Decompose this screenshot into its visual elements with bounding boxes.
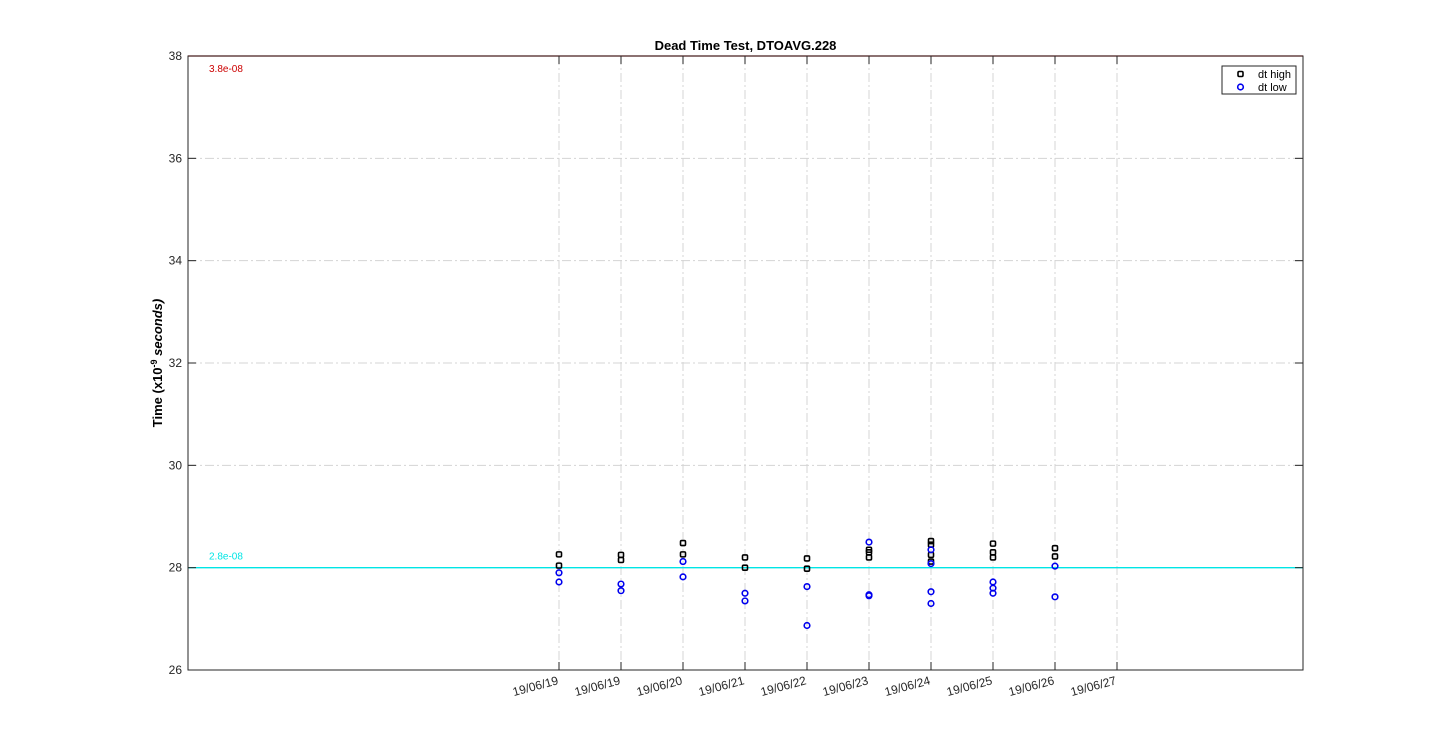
data-point-dt-low [555, 569, 563, 577]
y-tick-label: 32 [169, 356, 183, 370]
data-point-dt-high [741, 564, 749, 571]
data-points [555, 537, 1059, 630]
data-point-dt-low [865, 538, 873, 546]
data-point-dt-low [803, 582, 811, 591]
data-point-dt-low [679, 557, 687, 566]
y-axis-label-unit: seconds) [150, 299, 165, 360]
reference-line-label: 3.8e-08 [209, 64, 243, 75]
data-point-dt-low [679, 573, 687, 581]
y-tick-label: 28 [169, 561, 183, 575]
x-tick-label: 19/06/24 [883, 673, 932, 699]
data-point-dt-low [927, 588, 935, 596]
data-point-dt-low [927, 559, 935, 568]
legend-box [1221, 65, 1297, 95]
data-point-dt-low [741, 589, 749, 597]
legend-label: dt low [1258, 82, 1287, 94]
data-point-dt-high [1051, 553, 1059, 560]
legend-marker-dt-high [1237, 70, 1244, 78]
data-point-dt-high [555, 562, 563, 569]
data-point-dt-high [679, 539, 687, 547]
data-point-dt-low [927, 599, 935, 608]
x-tick-label: 19/06/25 [945, 673, 994, 699]
y-tick-label: 38 [169, 49, 183, 63]
data-point-dt-high [1051, 544, 1059, 552]
data-point-dt-high [803, 565, 811, 572]
data-point-dt-low [741, 597, 749, 605]
grid [188, 56, 1303, 670]
data-point-dt-low [555, 578, 563, 586]
x-tick-label: 19/06/27 [1069, 673, 1118, 699]
data-point-dt-high [555, 551, 563, 558]
data-point-dt-low [617, 580, 625, 588]
x-tick-label: 19/06/20 [635, 673, 684, 699]
data-point-dt-low [1051, 593, 1059, 601]
data-point-dt-high [617, 556, 625, 564]
reference-line-label: 2.8e-08 [209, 552, 243, 563]
y-tick-label: 30 [169, 458, 183, 472]
x-tick-label: 19/06/23 [821, 673, 870, 699]
data-point-dt-high [679, 551, 687, 558]
y-axis-label-exponent: -9 [149, 359, 159, 367]
y-tick-label: 36 [169, 151, 183, 165]
x-tick-label: 19/06/19 [511, 673, 560, 699]
y-tick-label: 26 [169, 663, 183, 677]
data-point-dt-low [1051, 562, 1059, 570]
legend-label: dt high [1258, 69, 1291, 81]
x-tick-label: 19/06/26 [1007, 673, 1056, 699]
x-tick-label: 19/06/21 [697, 673, 746, 699]
x-tick-label: 19/06/19 [573, 673, 622, 699]
y-axis-label: Time (x10-9 seconds) [149, 299, 165, 427]
data-point-dt-high [989, 540, 997, 547]
data-point-dt-high [865, 554, 873, 561]
data-point-dt-low [865, 592, 873, 600]
data-point-dt-low [927, 546, 935, 554]
data-point-dt-low [803, 621, 811, 630]
data-point-dt-high [927, 537, 935, 545]
y-axis-label-main: Time (x10 [150, 367, 165, 427]
y-tick-label: 34 [169, 254, 183, 268]
x-tick-label: 19/06/22 [759, 673, 808, 699]
legend-marker-dt-low [1236, 83, 1245, 91]
chart-title: Dead Time Test, DTOAVG.228 [655, 38, 837, 53]
data-point-dt-high [803, 555, 811, 562]
ticks: 26 28 30 32 34 36 38 19/06/19 19/06/19 19/06/20 19… [169, 49, 1303, 699]
data-point-dt-high [741, 554, 749, 561]
data-point-dt-low [617, 587, 625, 595]
data-point-dt-low [989, 589, 997, 597]
data-point-dt-high [989, 554, 997, 561]
